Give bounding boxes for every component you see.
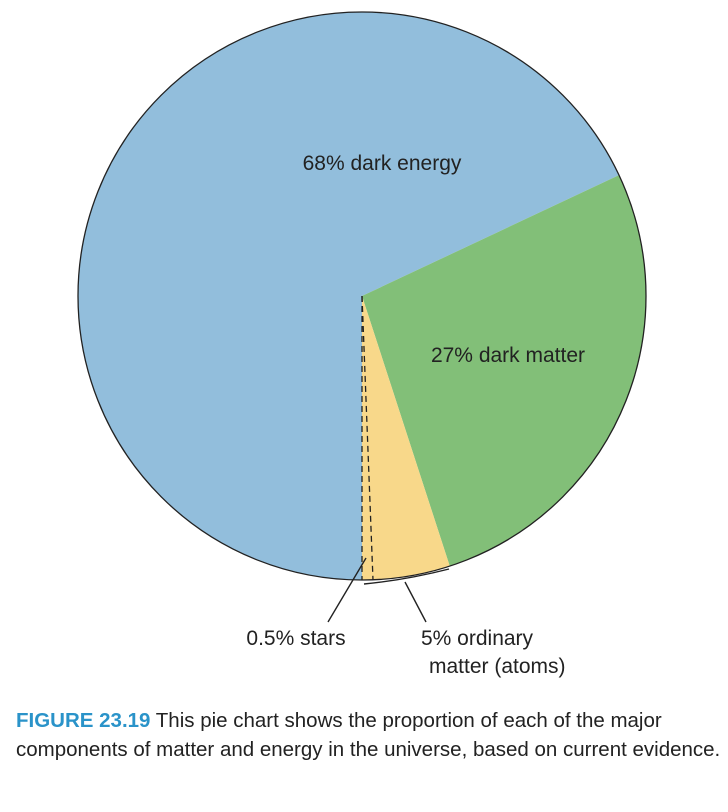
- stars-label: 0.5% stars: [246, 627, 345, 650]
- dark-energy-label: 68% dark energy: [303, 152, 462, 175]
- ordinary-matter-label-line2: matter (atoms): [429, 655, 566, 678]
- ordinary-matter-label-line1: 5% ordinary: [421, 627, 534, 650]
- figure-caption: FIGURE 23.19 This pie chart shows the pr…: [16, 706, 722, 764]
- pie-chart: 68% dark energy 27% dark matter 0.5% sta…: [77, 11, 647, 678]
- dark-energy-slice: [77, 11, 619, 581]
- stars-dash-right: [361, 295, 374, 581]
- figure-number: FIGURE 23.19: [16, 709, 151, 732]
- dark-matter-label: 27% dark matter: [431, 344, 585, 367]
- ordinary-matter-pointer: [404, 581, 427, 623]
- caption-text: This pie chart shows the proportion of e…: [16, 709, 721, 761]
- dark-matter-slice: [362, 175, 646, 567]
- stars-pointer: [327, 557, 367, 623]
- ordinary-matter-bracket: [363, 568, 450, 585]
- ordinary-matter-slice: [362, 296, 450, 580]
